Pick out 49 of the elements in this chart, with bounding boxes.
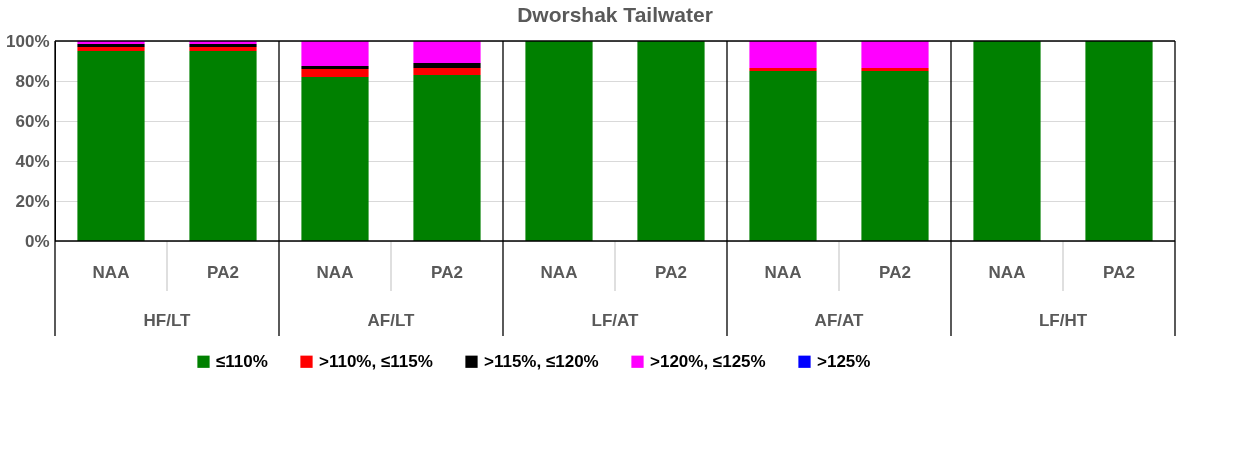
bar bbox=[189, 51, 257, 241]
x-tick-label: PA2 bbox=[431, 263, 463, 282]
bar bbox=[413, 63, 481, 68]
x-tick-label: NAA bbox=[988, 263, 1026, 282]
bar bbox=[637, 41, 705, 241]
x-tick-label: PA2 bbox=[1103, 263, 1135, 282]
legend-label: >110%, ≤115% bbox=[319, 351, 433, 371]
text: AF/LT bbox=[367, 311, 416, 330]
bar bbox=[861, 41, 929, 68]
bar bbox=[973, 41, 1041, 241]
bar bbox=[301, 77, 369, 241]
bar bbox=[413, 41, 481, 63]
text: HF/LT bbox=[143, 311, 192, 330]
y-tick-label: 100% bbox=[6, 31, 50, 51]
x-tick-label: NAA bbox=[764, 263, 802, 282]
bar bbox=[749, 71, 817, 241]
x-tick-label: PA2 bbox=[879, 263, 911, 282]
bar bbox=[301, 66, 369, 69]
bar bbox=[413, 75, 481, 241]
bar bbox=[749, 41, 817, 68]
x-tick-label: PA2 bbox=[207, 263, 239, 282]
legend-label: >120%, ≤125% bbox=[650, 351, 766, 371]
x-tick-label: NAA bbox=[316, 263, 354, 282]
bar bbox=[525, 41, 593, 241]
x-tick-label: NAA bbox=[92, 263, 130, 282]
x-tick-label: PA2 bbox=[655, 263, 687, 282]
bar bbox=[861, 68, 929, 71]
y-tick-label: 0% bbox=[24, 231, 50, 251]
y-tick-label: 80% bbox=[15, 71, 50, 91]
legend-label: >115%, ≤120% bbox=[484, 351, 599, 371]
bar bbox=[77, 47, 145, 51]
text: LF/AT bbox=[591, 311, 640, 330]
bar bbox=[189, 47, 257, 51]
bar bbox=[301, 41, 369, 66]
text: LF/HT bbox=[1038, 311, 1088, 330]
x-tick-label: NAA bbox=[540, 263, 578, 282]
bar bbox=[413, 68, 481, 75]
text: AF/AT bbox=[814, 311, 864, 330]
bar bbox=[301, 69, 369, 77]
bar bbox=[77, 51, 145, 241]
legend-label: ≤110% bbox=[216, 351, 268, 371]
bar bbox=[861, 71, 929, 241]
chart-title: Dworshak Tailwater bbox=[517, 3, 713, 26]
bar bbox=[749, 68, 817, 71]
y-tick-label: 60% bbox=[15, 111, 50, 131]
y-tick-label: 20% bbox=[15, 191, 50, 211]
legend-label: >125% bbox=[817, 351, 871, 371]
bar bbox=[1085, 41, 1153, 241]
y-tick-label: 40% bbox=[15, 151, 50, 171]
